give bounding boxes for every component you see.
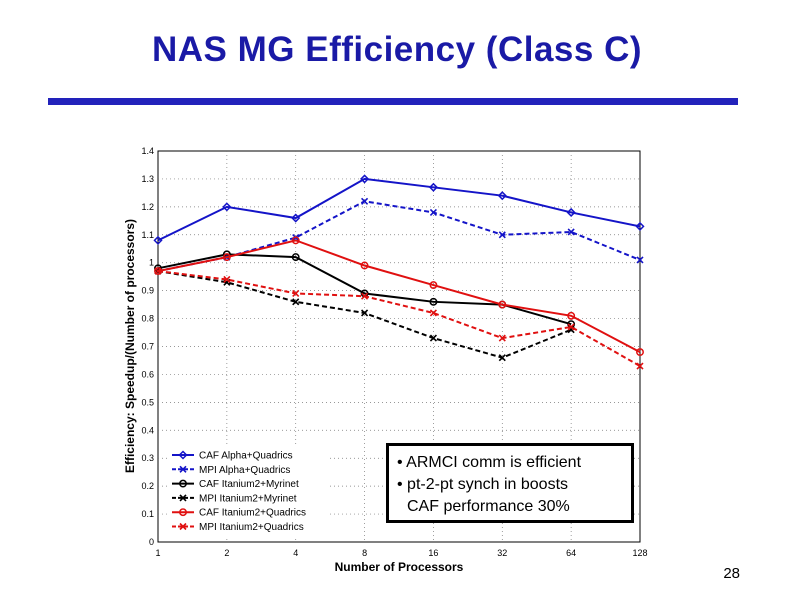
data-point [428,182,438,192]
data-point [360,174,370,184]
legend-marker [179,465,187,473]
data-point [223,278,231,286]
data-point [567,228,575,236]
legend-box [168,446,328,538]
data-point [636,362,644,370]
data-point [292,298,300,306]
data-point [567,311,576,320]
legend-label: CAF Itanium2+Quadrics [199,508,306,519]
y-tick-label: 0.9 [141,286,154,296]
y-tick-label: 1 [149,258,154,268]
slide-title: NAS MG Efficiency (Class C) [152,30,642,69]
y-tick-label: 0.6 [141,369,154,379]
legend-marker [179,508,187,517]
series-line [157,239,641,353]
data-point [291,213,301,223]
y-tick-label: 0.3 [141,453,154,463]
x-tick-label: 64 [566,548,576,558]
x-tick-label: 32 [497,548,507,558]
y-tick-label: 1.2 [141,202,154,212]
data-point [635,221,645,231]
data-point [498,231,506,239]
data-point [566,207,576,218]
data-point [154,267,162,275]
data-point [429,297,438,306]
data-point [153,235,163,245]
legend-label: MPI Alpha+Quadrics [199,465,290,476]
annotation-box: • ARMCI comm is efficient • pt-2-pt sync… [386,443,634,523]
data-point [498,300,507,309]
annotation-line-3: CAF performance 30% [407,498,570,515]
data-point [497,191,507,201]
legend: CAF Alpha+Quadrics MPI Alpha+Quadrics CAF … [168,446,328,538]
data-point [429,309,437,317]
x-tick-label: 128 [632,548,647,558]
x-tick-label: 4 [293,548,298,558]
data-point [222,253,231,262]
legend-marker [178,450,188,460]
data-point [429,334,437,342]
data-point [361,197,369,205]
data-point [429,208,437,217]
series-caf-itanium2-quadrics [154,236,644,357]
x-tick-label: 2 [224,548,229,558]
legend-label: CAF Alpha+Quadrics [199,451,293,462]
series-mpi-itanium2-quadrics [154,267,644,370]
data-point [498,354,506,362]
data-point [292,289,300,298]
y-tick-label: 1.4 [141,146,154,156]
annotation-line-1: • ARMCI comm is efficient [397,454,582,471]
x-tick-label: 8 [362,548,367,558]
y-tick-label: 0.1 [141,509,154,519]
legend-label: MPI Itanium2+Myrinet [199,493,297,504]
series-line [157,270,641,367]
y-axis-label: Efficiency: Speedup/(Number of processor… [123,219,137,473]
data-point [223,275,231,284]
data-point [498,334,506,342]
data-point [361,292,369,300]
y-tick-label: 1.3 [141,174,154,184]
title-underline [48,98,738,105]
data-point [636,256,644,264]
y-tick-label: 0.7 [141,342,154,352]
x-tick-label: 1 [155,548,160,558]
legend-marker [179,522,187,531]
data-point [222,202,232,212]
x-axis-label: Number of Processors [335,560,464,574]
y-tick-label: 1.1 [141,230,154,240]
data-point [291,236,300,245]
y-tick-label: 0.2 [141,481,154,491]
slide-number: 28 [723,565,740,582]
data-point [567,323,575,331]
y-tick-label: 0.8 [141,314,154,324]
data-point [636,348,644,357]
annotation-line-2: • pt-2-pt synch in boosts [397,476,569,493]
y-tick-label: 0.5 [141,397,154,407]
data-point [291,253,300,262]
legend-marker [179,494,187,502]
legend-marker [179,479,187,488]
legend-label: MPI Itanium2+Quadrics [199,522,304,533]
x-tick-label: 16 [428,548,438,558]
series-caf-alpha-quadrics [153,174,645,245]
data-point [360,261,369,270]
y-tick-label: 0 [149,537,154,547]
legend-label: CAF Itanium2+Myrinet [199,479,299,490]
series-line [157,177,641,242]
data-point [429,281,438,290]
y-tick-label: 0.4 [141,425,154,435]
data-point [361,309,369,317]
